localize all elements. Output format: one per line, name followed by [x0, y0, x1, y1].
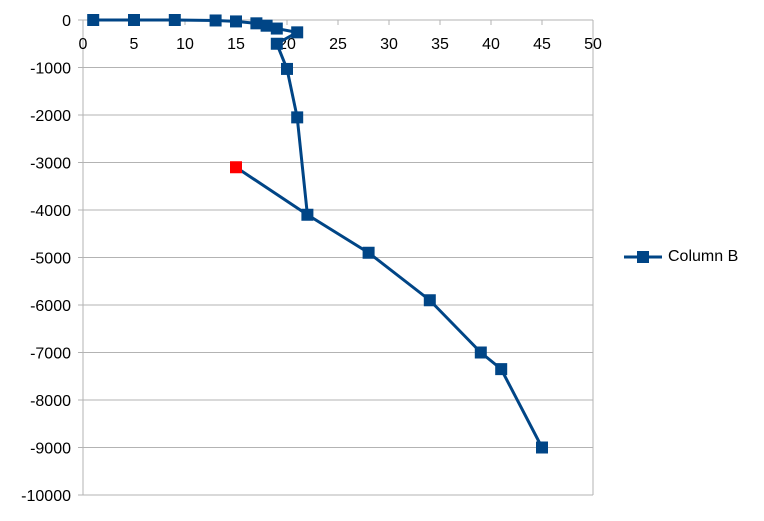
data-point: [362, 246, 375, 259]
data-point: [281, 62, 293, 75]
series-column-b: [87, 14, 548, 454]
data-point: [260, 19, 273, 32]
highlighted-point-layer: [230, 161, 242, 174]
y-tick-label: 0: [62, 13, 71, 30]
legend-marker-icon: [624, 251, 662, 263]
highlighted-data-point: [230, 161, 242, 174]
data-point: [495, 363, 508, 376]
data-point: [270, 37, 283, 50]
data-point: [250, 17, 263, 30]
data-point: [209, 14, 222, 27]
data-point: [474, 346, 487, 359]
x-tick-label: 45: [533, 36, 551, 53]
x-tick-label: 10: [176, 36, 194, 53]
legend: Column B: [624, 247, 738, 267]
data-point: [230, 15, 242, 28]
data-point: [423, 294, 436, 307]
y-tick-label: -3000: [30, 156, 71, 173]
data-point: [536, 441, 548, 454]
y-tick-label: -5000: [30, 251, 71, 268]
series-line: [93, 18, 544, 449]
legend-swatch: [624, 247, 662, 267]
data-point: [291, 26, 304, 39]
y-tick-label: -8000: [30, 393, 71, 410]
y-tick-labels: 0 -1000 -2000 -3000 -4000 -5000 -6000 -7000 -800…: [21, 13, 71, 505]
grid-lines: [83, 19, 593, 496]
y-tick-label: -7000: [30, 346, 71, 363]
axes: [78, 19, 594, 496]
data-point: [87, 14, 100, 26]
x-tick-label: 40: [482, 36, 500, 53]
y-tick-label: -6000: [30, 298, 71, 315]
legend-label-column-b: Column B: [668, 248, 739, 265]
x-tick-label: 30: [380, 36, 398, 53]
data-point: [291, 111, 304, 124]
x-tick-label: 15: [227, 36, 245, 53]
x-tick-label: 25: [329, 36, 347, 53]
data-point: [168, 14, 181, 26]
x-tick-label: 35: [431, 36, 449, 53]
x-tick-labels: 0 5 10 15 20 25 30 35 40 45 50: [79, 36, 602, 53]
x-tick-label: 0: [79, 36, 88, 53]
y-tick-label: -10000: [21, 488, 71, 505]
y-tick-label: -1000: [30, 61, 71, 78]
y-tick-label: -2000: [30, 108, 71, 125]
highlight-connector-line: [235, 166, 309, 216]
y-tick-label: -9000: [30, 441, 71, 458]
y-tick-label: -4000: [30, 203, 71, 220]
data-point: [270, 22, 283, 35]
x-tick-label: 50: [584, 36, 602, 53]
x-tick-label: 5: [130, 36, 139, 53]
data-point: [128, 14, 140, 26]
